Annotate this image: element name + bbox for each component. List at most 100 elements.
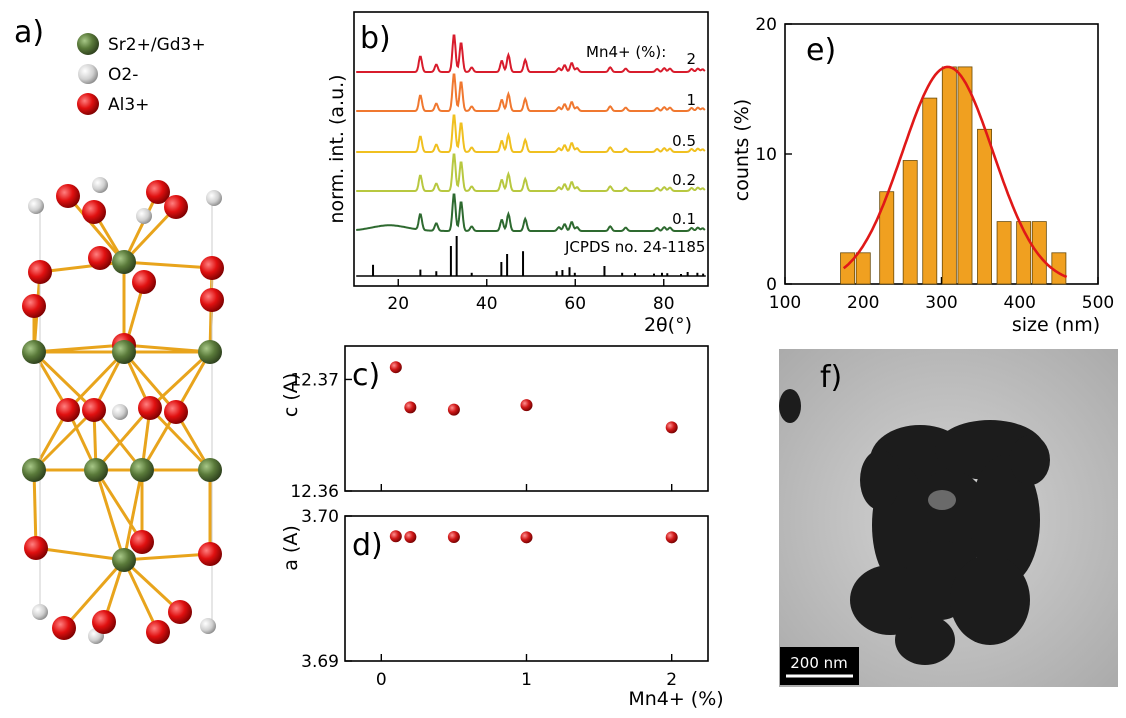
data-point — [665, 531, 678, 544]
xrd-series-label: 0.2 — [672, 171, 696, 189]
hist-xtick-label: 100 — [769, 293, 801, 313]
legend-label-aluminum: Al3+ — [108, 95, 149, 115]
xrd-series-line — [356, 73, 706, 112]
legend-label-sr-gd: Sr2+/Gd3+ — [108, 35, 206, 55]
panel-f: 200 nm f) — [779, 349, 1118, 687]
histogram-bar — [922, 97, 938, 285]
histogram-bar — [977, 128, 992, 285]
aluminum-atom — [92, 610, 116, 634]
hist-xlabel: size (nm) — [1012, 314, 1100, 336]
aluminum-atom — [200, 288, 224, 312]
xrd-xlabel: 2θ(°) — [644, 314, 692, 336]
aluminum-atom — [52, 616, 76, 640]
histogram-bar — [840, 252, 856, 285]
aluminum-atom — [56, 184, 80, 208]
bond — [123, 552, 211, 562]
ytick-label: 12.36 — [290, 482, 339, 502]
bond — [92, 409, 144, 471]
data-point — [404, 401, 417, 414]
data-point — [447, 403, 460, 416]
hist-ytick-label: 0 — [766, 275, 777, 295]
aluminum-atom — [82, 398, 106, 422]
panel-letter-e: e) — [806, 33, 836, 68]
xrd-series-label: 2 — [686, 50, 696, 68]
bond — [148, 406, 212, 472]
bond — [122, 469, 144, 561]
crystal-structure — [22, 177, 224, 644]
xrd-xtick-label: 60 — [564, 294, 586, 314]
tem-particle — [779, 389, 1050, 665]
bond — [122, 558, 182, 614]
aluminum-atom — [198, 542, 222, 566]
sr-gd-atom — [112, 548, 136, 572]
panel-c: c) c (A) 12.37 12.36 — [280, 345, 709, 502]
tem-hole — [928, 490, 956, 510]
aluminum-atom — [130, 530, 154, 554]
bond — [123, 343, 211, 354]
histogram-bar — [941, 66, 957, 285]
bond — [94, 469, 126, 561]
hist-ytick-label: 10 — [755, 145, 777, 165]
ytick-label: 12.37 — [290, 370, 339, 390]
histogram-bar — [1031, 221, 1047, 285]
c-plot: 12.37 12.36 — [290, 361, 678, 502]
xrd-xtick-label: 40 — [476, 294, 498, 314]
oxygen-atom — [112, 404, 128, 420]
aluminum-atom — [168, 600, 192, 624]
scale-bar-box — [780, 647, 859, 685]
xrd-frame — [353, 11, 709, 287]
oxygen-atom — [28, 198, 44, 214]
histogram-bar — [957, 66, 973, 285]
xrd-reference-label: JCPDS no. 24-1185 — [564, 238, 705, 256]
ytick-label: 3.70 — [301, 507, 339, 527]
bond — [94, 407, 152, 471]
bond — [62, 559, 126, 629]
bond — [32, 469, 38, 549]
legend-label-oxygen: O2- — [108, 65, 138, 85]
aluminum-atom — [200, 256, 224, 280]
bond — [33, 343, 125, 354]
bond — [32, 350, 96, 412]
sr-gd-atom — [22, 458, 46, 482]
panel-letter-b: b) — [360, 21, 391, 56]
histogram-bar — [879, 191, 895, 285]
bond — [66, 350, 126, 412]
bond — [122, 559, 160, 633]
oxygen-atom — [136, 208, 152, 224]
xrd-series-line — [356, 193, 706, 232]
xrd-series-line — [356, 153, 706, 192]
xrd-xtick-label: 80 — [653, 294, 675, 314]
panel-a: a) Sr2+/Gd3+ O2- Al3+ — [14, 15, 224, 644]
sr-gd-atom — [198, 340, 222, 364]
aluminum-atom — [164, 400, 188, 424]
hist-ytick-label: 20 — [755, 15, 777, 35]
data-point — [389, 530, 402, 543]
c-ylabel: c (A) — [280, 373, 302, 417]
xtick-label: 2 — [666, 670, 677, 690]
legend-swatch-sr-gd — [77, 33, 99, 55]
xrd-xtick-label: 20 — [387, 294, 409, 314]
aluminum-atom — [28, 260, 52, 284]
hist-xtick-label: 300 — [925, 293, 957, 313]
bond — [35, 546, 125, 562]
legend-swatch-oxygen — [78, 64, 98, 84]
bond — [122, 205, 178, 264]
bond — [39, 260, 125, 274]
d-ylabel: a (A) — [280, 525, 302, 571]
aluminum-atom — [82, 200, 106, 224]
sr-gd-atom — [84, 458, 108, 482]
bond — [66, 195, 126, 263]
scale-bar-label: 200 nm — [790, 654, 848, 672]
data-point — [520, 531, 533, 544]
oxygen-atom — [92, 177, 108, 193]
aluminum-atom — [56, 398, 80, 422]
histogram-bar — [855, 252, 871, 285]
hist-xtick-label: 200 — [847, 293, 879, 313]
legend-swatch-aluminum — [77, 93, 99, 115]
xrd-series-label: 1 — [686, 91, 696, 109]
aluminum-atom — [146, 180, 170, 204]
d-plot: 3.70 3.69 0 1 2 — [301, 507, 678, 690]
gaussian-fit-line — [842, 65, 1068, 279]
panel-letter-a: a) — [14, 15, 44, 50]
data-point — [665, 421, 678, 434]
